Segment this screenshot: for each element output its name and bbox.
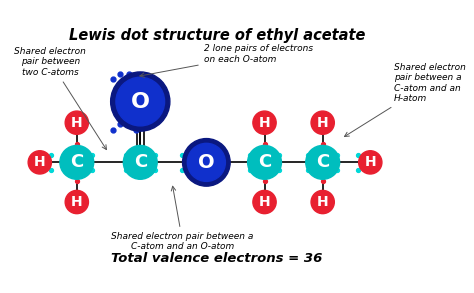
Text: H: H bbox=[317, 195, 328, 209]
Text: Shared electron
pair between
two C-atoms: Shared electron pair between two C-atoms bbox=[14, 47, 107, 150]
Text: C: C bbox=[70, 153, 83, 171]
Text: C: C bbox=[316, 153, 329, 171]
Circle shape bbox=[311, 190, 334, 214]
Text: C: C bbox=[134, 153, 147, 171]
Circle shape bbox=[253, 111, 276, 134]
Text: H: H bbox=[259, 195, 270, 209]
Circle shape bbox=[28, 151, 51, 174]
Text: H: H bbox=[34, 155, 46, 169]
Text: Total valence electrons = 36: Total valence electrons = 36 bbox=[111, 253, 323, 265]
Text: H: H bbox=[259, 116, 270, 130]
Text: Shared electron pair between a
C-atom and an O-atom: Shared electron pair between a C-atom an… bbox=[111, 186, 254, 251]
Text: H: H bbox=[317, 116, 328, 130]
Circle shape bbox=[65, 111, 89, 134]
Circle shape bbox=[116, 77, 164, 126]
Text: H: H bbox=[71, 195, 82, 209]
Circle shape bbox=[123, 145, 157, 179]
Circle shape bbox=[110, 72, 170, 131]
Circle shape bbox=[253, 190, 276, 214]
Circle shape bbox=[187, 143, 226, 181]
Circle shape bbox=[311, 111, 334, 134]
Circle shape bbox=[60, 145, 94, 179]
Text: 2 lone pairs of electrons
on each O-atom: 2 lone pairs of electrons on each O-atom bbox=[140, 44, 313, 77]
Text: C: C bbox=[258, 153, 271, 171]
Text: Shared electron
pair between a
C-atom and an
H-atom: Shared electron pair between a C-atom an… bbox=[345, 63, 466, 137]
Text: H: H bbox=[71, 116, 82, 130]
Text: H: H bbox=[365, 155, 376, 169]
Text: O: O bbox=[131, 91, 150, 112]
Circle shape bbox=[65, 190, 89, 214]
Text: Lewis dot structure of ethyl acetate: Lewis dot structure of ethyl acetate bbox=[69, 28, 365, 42]
Circle shape bbox=[359, 151, 382, 174]
Circle shape bbox=[306, 145, 339, 179]
Text: O: O bbox=[198, 153, 215, 172]
Circle shape bbox=[182, 139, 230, 186]
Circle shape bbox=[247, 145, 282, 179]
